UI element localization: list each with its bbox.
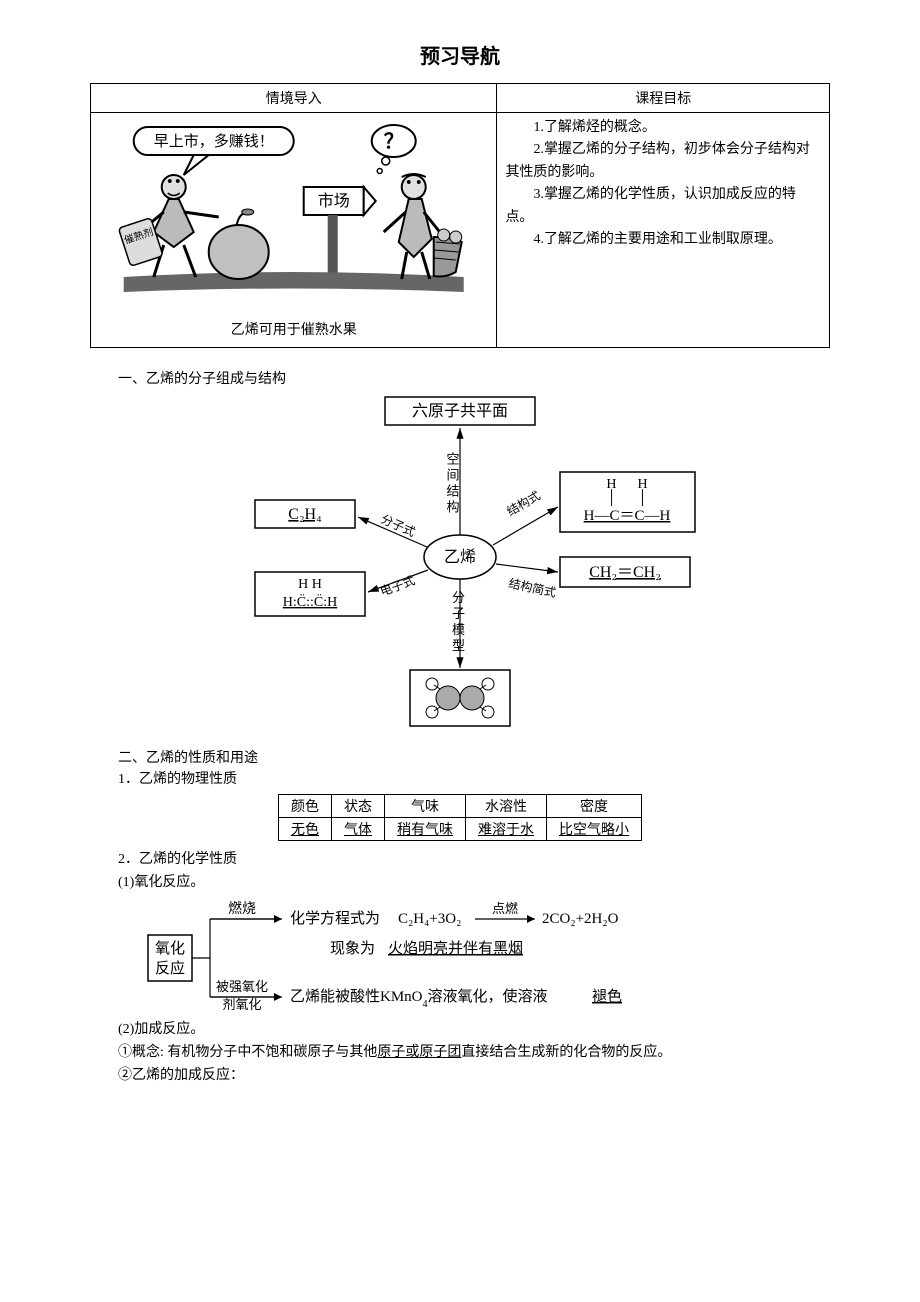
svg-text:H H: H H — [606, 477, 647, 492]
goals-text: 1.了解烯烃的概念。 2.掌握乙烯的分子结构，初步体会分子结构对其性质的影响。 … — [505, 117, 821, 251]
svg-text:褪色: 褪色 — [592, 988, 622, 1005]
svg-text:化学方程式为: 化学方程式为 — [290, 910, 380, 927]
cartoon-illustration: 早上市，多赚钱！ ？ 市场 — [99, 117, 488, 317]
svg-text:乙烯: 乙烯 — [444, 548, 476, 566]
svg-text:H—C＝C—H: H—C＝C—H — [584, 508, 671, 524]
chem-heading: 2．乙烯的化学性质 — [90, 849, 830, 870]
svg-text:型: 型 — [452, 638, 465, 653]
svg-text:构: 构 — [445, 500, 460, 513]
svg-text:CH₂＝CH₂: CH₂＝CH₂ — [589, 564, 661, 581]
phys-col-0: 颜色 — [279, 795, 332, 818]
goal-1: 1.了解烯烃的概念。 — [505, 117, 821, 139]
svg-text:2CO₂+2H₂O: 2CO₂+2H₂O — [542, 911, 619, 927]
phys-col-4: 密度 — [547, 795, 642, 818]
intro-table: 情境导入 课程目标 早上市，多赚钱！ ？ 市场 — [90, 83, 830, 348]
oxidation-diagram: 氧化 反应 燃烧 化学方程式为 C₂H₄+3O₂ 点燃 2CO₂+2H₂O 现象… — [140, 895, 780, 1015]
svg-text:市场: 市场 — [318, 192, 350, 210]
phys-cell: 比空气略小 — [547, 818, 642, 841]
phys-cell: 难溶于水 — [466, 818, 547, 841]
svg-text:燃烧: 燃烧 — [228, 900, 256, 917]
phys-col-3: 水溶性 — [466, 795, 547, 818]
add-item2: ②乙烯的加成反应： — [90, 1065, 830, 1086]
svg-text:乙烯能被酸性KMnO4溶液氧化，使溶液: 乙烯能被酸性KMnO4溶液氧化，使溶液 — [290, 988, 548, 1010]
goal-3: 3.掌握乙烯的化学性质，认识加成反应的特点。 — [505, 184, 821, 229]
phys-cell: 气体 — [332, 818, 385, 841]
cartoon-caption: 乙烯可用于催熟水果 — [99, 317, 488, 343]
phys-col-1: 状态 — [332, 795, 385, 818]
add-label: (2)加成反应。 — [90, 1019, 830, 1040]
svg-text:电子式: 电子式 — [378, 573, 417, 598]
svg-text:结构简式: 结构简式 — [507, 575, 557, 600]
phys-cell: 无色 — [279, 818, 332, 841]
svg-text:间: 间 — [445, 468, 460, 481]
svg-text:现象为: 现象为 — [330, 940, 375, 957]
page-title: 预习导航 — [90, 40, 830, 69]
svg-text:模: 模 — [452, 622, 465, 637]
section1-heading: 一、乙烯的分子组成与结构 — [90, 368, 830, 388]
svg-text:C₂H₄: C₂H₄ — [288, 506, 322, 523]
goal-2: 2.掌握乙烯的分子结构，初步体会分子结构对其性质的影响。 — [505, 139, 821, 184]
add-concept: ①概念: 有机物分子中不饱和碳原子与其他原子或原子团直接结合生成新的化合物的反应… — [90, 1042, 830, 1063]
goal-4: 4.了解乙烯的主要用途和工业制取原理。 — [505, 229, 821, 251]
phys-col-2: 气味 — [385, 795, 466, 818]
svg-text:C₂H₄+3O₂: C₂H₄+3O₂ — [398, 911, 461, 927]
svg-text:被强氧化: 被强氧化 — [216, 979, 268, 994]
phys-table: 颜色 状态 气味 水溶性 密度 无色 气体 稍有气味 难溶于水 比空气略小 — [278, 794, 642, 841]
svg-text:H:C̈::C̈:H: H:C̈::C̈:H — [283, 593, 337, 610]
svg-text:火焰明亮并伴有黑烟: 火焰明亮并伴有黑烟 — [388, 940, 523, 957]
intro-col-right-header: 课程目标 — [497, 84, 830, 113]
svg-text:子: 子 — [452, 606, 465, 621]
svg-text:│ │: │ │ — [607, 489, 648, 507]
svg-text:H H: H H — [298, 577, 322, 592]
svg-text:结构式: 结构式 — [504, 488, 543, 519]
svg-text:六原子共平面: 六原子共平面 — [412, 402, 508, 420]
section2-heading: 二、乙烯的性质和用途 — [90, 747, 830, 767]
svg-text:点燃: 点燃 — [492, 901, 518, 916]
phys-cell: 稍有气味 — [385, 818, 466, 841]
intro-col-left-header: 情境导入 — [91, 84, 497, 113]
svg-text:分: 分 — [452, 590, 465, 605]
svg-text:剂氧化: 剂氧化 — [222, 997, 261, 1012]
svg-text:反应: 反应 — [155, 959, 185, 977]
oxid-label: (1)氧化反应。 — [90, 872, 830, 893]
svg-text:早上市，多赚钱！: 早上市，多赚钱！ — [154, 133, 274, 150]
svg-text:结: 结 — [445, 484, 460, 497]
svg-text:分子式: 分子式 — [379, 512, 418, 539]
phys-heading: 1．乙烯的物理性质 — [90, 769, 830, 790]
structure-diagram: 乙烯 六原子共平面 空 间 结 构 C₂H₄ 分子式 H H H:C̈::C̈:… — [200, 392, 720, 732]
svg-text:氧化: 氧化 — [155, 940, 185, 957]
svg-text:空: 空 — [445, 452, 460, 465]
svg-text:？: ？ — [384, 131, 404, 153]
